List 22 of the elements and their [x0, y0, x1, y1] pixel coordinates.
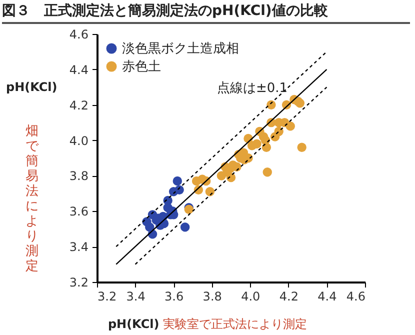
y-tick-label: 3.6 — [69, 204, 88, 219]
text: pH(KCl) 畑で簡易法により測定 — [6, 80, 58, 274]
y-tick-label: 3.4 — [69, 240, 88, 254]
x-tick-label: 3.8 — [202, 290, 222, 304]
y-tick-label: 4.4 — [69, 62, 88, 77]
annotation: 点線は±0.1 — [217, 81, 288, 96]
x-tick-label: 4.4 — [318, 290, 337, 304]
x-tick-label: 3.2 — [98, 290, 117, 304]
y-tick-label: 4.0 — [69, 134, 88, 148]
y-tick-label: 3.8 — [69, 169, 88, 184]
y-tick-label: 3.2 — [69, 276, 88, 290]
legend-label: 淡色黒ボク土造成相 — [122, 42, 239, 56]
x-axis-title: pH(KCl) 実験室で正式法により測定 — [108, 317, 308, 331]
x-tick-label: 4.0 — [241, 290, 260, 304]
x-tick-label: 4.2 — [279, 290, 298, 304]
x-tick-label: 3.6 — [164, 290, 184, 304]
y-tick-label: 4.6 — [69, 28, 88, 42]
chart-title: 図３ 正式測定法と簡易測定法のpH(KCl)値の比較 — [2, 2, 410, 24]
x-tick-label: 4.6 — [346, 290, 366, 304]
x-tick-label: 3.4 — [126, 290, 146, 304]
legend-label: 赤色土 — [122, 60, 161, 74]
y-tick-label: 4.2 — [69, 98, 88, 112]
